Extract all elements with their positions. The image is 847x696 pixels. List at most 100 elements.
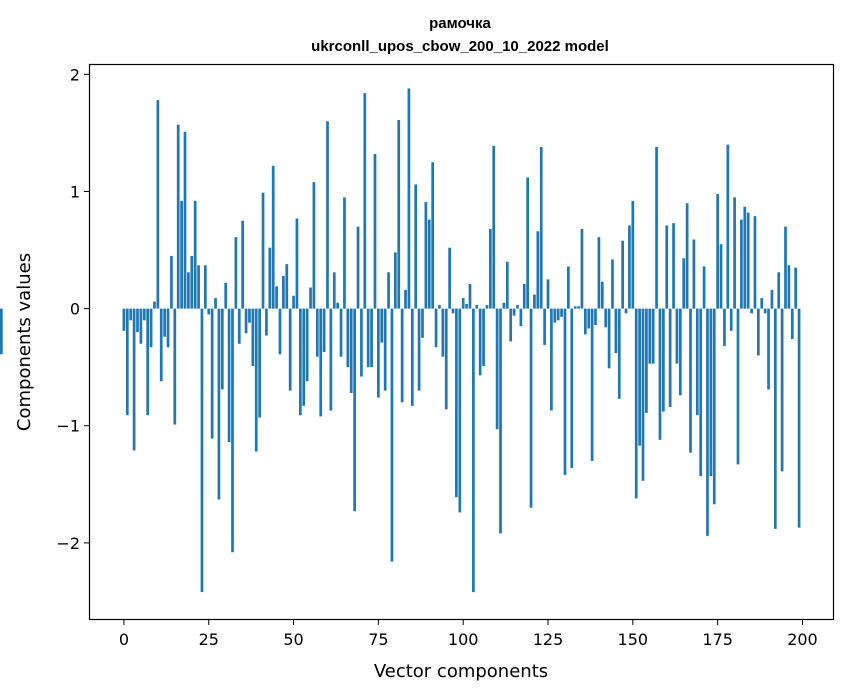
bar-149 [628,225,631,309]
bar-97 [451,308,455,314]
bar-1 [125,308,129,416]
bar-168 [692,239,696,309]
bar-59 [322,308,326,352]
y-tick-label: −1 [56,417,80,436]
bar-38 [251,308,255,367]
bar-108 [488,228,492,309]
bar-188 [760,298,764,309]
bar-128 [556,308,560,321]
bar-83 [404,289,407,309]
bar-17 [180,200,183,309]
y-axis-label: Components values [14,253,35,431]
bar-104 [475,305,479,309]
bar-40 [258,308,261,418]
bar-36 [244,308,248,334]
bar-43 [268,247,272,309]
bar-154 [645,308,648,413]
bar-2 [129,308,133,321]
bar-133 [573,306,577,309]
bar-56 [312,182,316,309]
bar-137 [587,308,591,329]
bar-20 [190,255,194,309]
bar-77 [383,308,387,391]
bar-53 [302,308,306,406]
bar-181 [736,308,740,465]
bar-171 [702,266,706,309]
y-tick-label: 1 [70,182,80,201]
bar-116 [516,305,519,309]
bar-96 [448,247,451,309]
y-tick-label: 0 [70,300,80,319]
bar-136 [583,308,587,335]
bar-175 [716,193,719,309]
bar-178 [726,144,730,309]
bar-46 [278,308,282,355]
bar-37 [248,308,251,323]
bar-112 [502,302,506,309]
bar-105 [478,308,482,376]
bar-48 [285,264,289,309]
bar-103 [472,308,475,593]
bar-153 [641,308,645,481]
bar-9 [153,301,156,309]
bar-42 [265,308,268,336]
bar-110 [495,308,499,430]
bar-131 [567,266,570,309]
bar-98 [455,308,458,498]
bar-75 [377,308,380,398]
bar-169 [695,308,699,416]
bar-147 [621,240,625,309]
bar-68 [353,308,356,512]
bar-41 [261,192,265,309]
bar-52 [298,308,302,416]
bar-85 [410,308,414,406]
bar-123 [539,146,543,309]
bar-157 [655,146,658,309]
bar-113 [505,261,509,309]
bar-70 [360,308,363,377]
bar-142 [604,308,608,328]
bar-165 [682,258,686,309]
bar-130 [563,308,567,475]
bar-80 [393,252,397,309]
bar-182 [740,219,743,309]
bar-184 [746,212,750,309]
y-tick-label: 2 [70,65,80,84]
bar-134 [577,306,580,309]
bar-176 [719,244,723,309]
bar-94 [441,308,445,357]
bar-101 [465,303,468,309]
bar-170 [699,308,703,477]
bar-26 [210,308,214,439]
bar-117 [519,308,523,327]
bar-series [0,88,801,593]
bar-35 [241,220,245,309]
bar-45 [275,286,278,309]
bar-187 [757,308,760,356]
bar-111 [499,308,502,534]
chart-title-line1: рамочка [429,15,491,32]
bar-93 [438,305,441,309]
bar-120 [529,308,533,508]
bar-18 [183,131,187,309]
bar-119 [526,177,530,309]
bar-27 [214,298,217,309]
bar-24 [203,265,207,309]
bar-66 [346,308,350,368]
bar-185 [750,308,753,314]
bar-174 [712,308,716,505]
bar-193 [777,272,781,309]
bar-190 [767,308,770,390]
bar-115 [512,308,516,316]
bar-146 [617,308,621,399]
bar-74 [373,154,377,309]
bar-4 [136,308,139,333]
x-axis-ticks: 0 25 50 75 100 125 150 175 200 [119,619,818,649]
bar-undefined [0,308,3,355]
bar-34 [237,308,241,344]
bar-61 [329,308,333,411]
bar-194 [780,308,784,472]
bar-189 [763,308,767,314]
bar-166 [685,203,689,309]
